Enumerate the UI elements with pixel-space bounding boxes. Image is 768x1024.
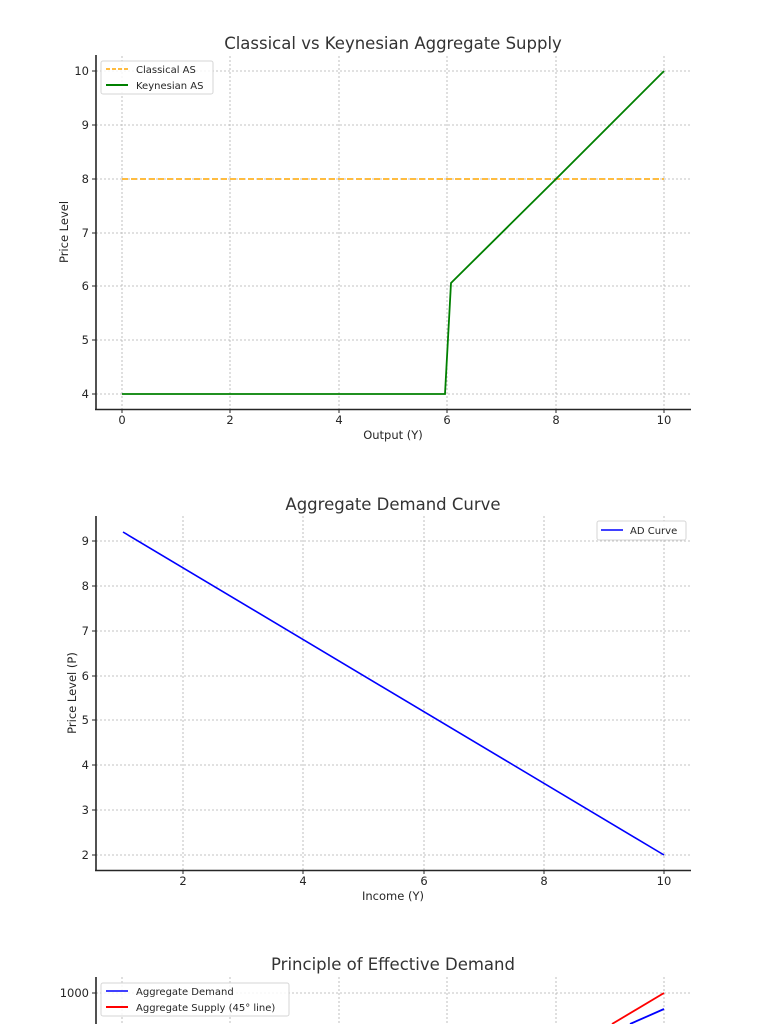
legend: AD Curve [596, 520, 687, 541]
svg-text:4: 4 [299, 874, 306, 888]
aggregate-supply-45-line [611, 992, 665, 1024]
chart-effective-demand: Principle of Effective Demand 1000 Aggre… [60, 955, 691, 1024]
svg-text:7: 7 [82, 624, 89, 638]
svg-text:5: 5 [82, 713, 89, 727]
legend-ad-curve: AD Curve [630, 526, 677, 537]
y-ticks: 1000 [60, 986, 96, 1000]
svg-text:10: 10 [657, 413, 672, 427]
svg-text:8: 8 [82, 579, 89, 593]
ad-curve-line [122, 531, 665, 856]
svg-text:1000: 1000 [60, 986, 89, 1000]
aggregate-demand-line [629, 1008, 665, 1024]
svg-text:6: 6 [420, 874, 427, 888]
chart-title: Aggregate Demand Curve [285, 495, 500, 514]
y-axis-label: Price Level [57, 201, 71, 263]
legend: Classical AS Keynesian AS [100, 60, 214, 95]
svg-text:9: 9 [82, 118, 89, 132]
svg-text:6: 6 [82, 669, 89, 683]
svg-text:10: 10 [657, 874, 672, 888]
legend-aggregate-demand: Aggregate Demand [136, 987, 234, 998]
y-axis-label: Price Level (P) [65, 652, 79, 734]
svg-text:6: 6 [443, 413, 450, 427]
svg-text:10: 10 [74, 64, 89, 78]
legend-classical-as: Classical AS [136, 65, 196, 76]
legend-aggregate-supply: Aggregate Supply (45° line) [136, 1003, 275, 1014]
svg-text:6: 6 [82, 279, 89, 293]
chart-title: Principle of Effective Demand [271, 955, 515, 974]
svg-text:7: 7 [82, 226, 89, 240]
svg-text:8: 8 [540, 874, 547, 888]
svg-text:2: 2 [226, 413, 233, 427]
legend-keynesian-as: Keynesian AS [136, 81, 203, 92]
chart-aggregate-demand: Aggregate Demand Curve 2 [65, 495, 691, 903]
keynesian-as-line [122, 70, 665, 395]
svg-text:4: 4 [82, 758, 89, 772]
svg-text:2: 2 [82, 848, 89, 862]
svg-text:3: 3 [82, 803, 89, 817]
chart-title: Classical vs Keynesian Aggregate Supply [224, 34, 562, 53]
svg-text:0: 0 [118, 413, 125, 427]
svg-text:9: 9 [82, 534, 89, 548]
y-ticks: 2 3 4 5 6 7 8 9 [82, 534, 96, 862]
grid [96, 56, 691, 409]
y-ticks: 4 5 6 7 8 9 10 [74, 64, 96, 401]
grid [96, 977, 691, 1024]
x-axis-label: Income (Y) [362, 889, 424, 903]
x-axis-label: Output (Y) [363, 428, 423, 442]
x-ticks: 2 4 6 8 10 [179, 870, 671, 888]
svg-text:2: 2 [179, 874, 186, 888]
svg-text:5: 5 [82, 333, 89, 347]
legend: Aggregate Demand Aggregate Supply (45° l… [100, 982, 290, 1017]
svg-text:4: 4 [335, 413, 342, 427]
svg-text:8: 8 [82, 172, 89, 186]
grid [96, 516, 691, 870]
x-ticks: 0 2 4 6 8 10 [118, 409, 671, 427]
chart-classical-vs-keynesian: Classical vs Keynesian Aggregate Supply [57, 34, 691, 442]
svg-text:4: 4 [82, 387, 89, 401]
svg-text:8: 8 [552, 413, 559, 427]
